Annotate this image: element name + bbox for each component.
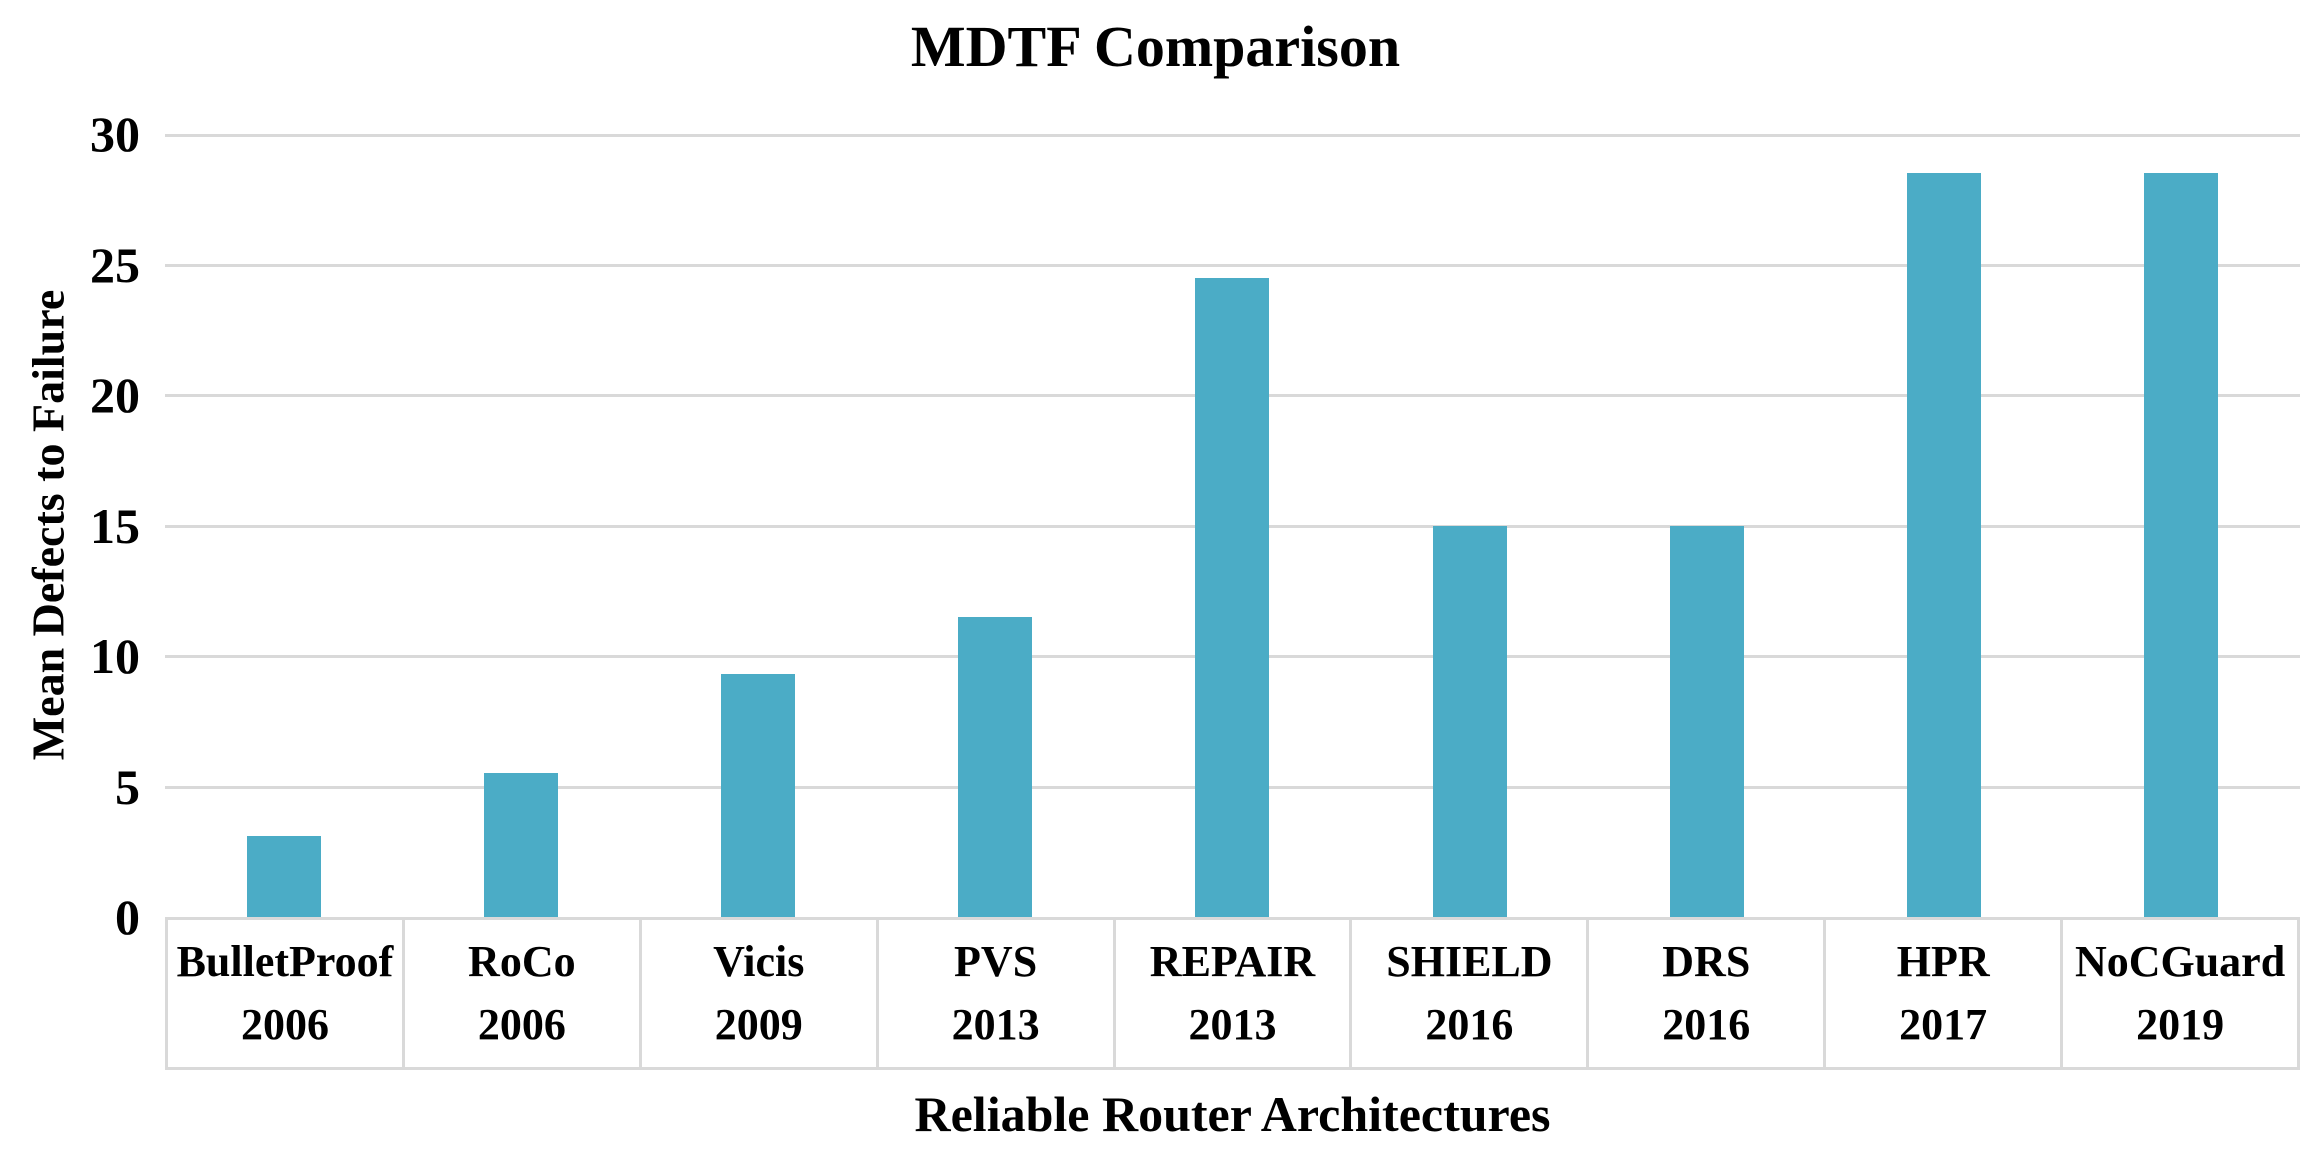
category-year: 2013 (951, 999, 1040, 1049)
category-axis: BulletProof 2006 RoCo 2006 Vicis 2009 PVS 2013 R… (165, 917, 2300, 1070)
category-name: PVS (954, 937, 1038, 987)
category-name: HPR (1896, 937, 1990, 987)
category-year: 2017 (1899, 999, 1988, 1049)
category-name: BulletProof (176, 937, 394, 987)
category-cell-DRS: DRS 2016 (1589, 920, 1827, 1067)
category-name: REPAIR (1149, 937, 1316, 987)
bar-REPAIR (1195, 277, 1270, 917)
bar-RoCo (483, 773, 558, 917)
bar-slot-REPAIR (1114, 134, 1351, 917)
category-cell-Vicis: Vicis 2009 (642, 920, 879, 1067)
bar-slot-HPR (1826, 134, 2063, 917)
y-tick-label-25: 25 (90, 236, 140, 293)
category-name: SHIELD (1386, 937, 1553, 987)
bar-SHIELD (1432, 525, 1507, 917)
category-cell-HPR: HPR 2017 (1826, 920, 2064, 1067)
y-tick-label-0: 0 (115, 889, 140, 945)
category-cell-SHIELD: SHIELD 2016 (1352, 920, 1590, 1067)
y-tick-label-5: 5 (115, 758, 140, 815)
category-cell-PVS: PVS 2013 (879, 920, 1116, 1067)
bar-BulletProof (246, 836, 321, 917)
bar-slot-BulletProof (165, 134, 402, 917)
bar-HPR (1907, 173, 1982, 917)
bar-Vicis (721, 674, 796, 917)
category-name: RoCo (468, 937, 576, 987)
y-tick-label-30: 30 (90, 106, 140, 162)
category-year: 2016 (1662, 999, 1751, 1049)
bar-slot-NoCGuard (2063, 134, 2300, 917)
y-tick-label-15: 15 (90, 497, 140, 554)
bar-slot-Vicis (639, 134, 876, 917)
bar-slot-RoCo (402, 134, 639, 917)
category-cell-RoCo: RoCo 2006 (405, 920, 642, 1067)
x-axis-title: Reliable Router Architectures (914, 1086, 1551, 1142)
y-tick-label-10: 10 (90, 628, 140, 684)
category-year: 2009 (714, 999, 803, 1049)
bar-slot-SHIELD (1351, 134, 1588, 917)
category-name: Vicis (713, 937, 805, 987)
category-year: 2006 (240, 999, 329, 1049)
bars (165, 134, 2300, 917)
category-cell-NoCGuard: NoCGuard 2019 (2063, 920, 2297, 1067)
gridline-25 (165, 263, 2300, 267)
category-cell-REPAIR: REPAIR 2013 (1116, 920, 1353, 1067)
category-cell-BulletProof: BulletProof 2006 (168, 920, 405, 1067)
category-year: 2013 (1188, 999, 1277, 1049)
gridline-30 (165, 134, 2300, 137)
category-name: NoCGuard (2074, 937, 2286, 987)
category-name: DRS (1662, 937, 1751, 987)
plot-area (165, 134, 2300, 917)
category-year: 2016 (1425, 999, 1514, 1049)
bar-slot-PVS (877, 134, 1114, 917)
bar-PVS (958, 616, 1033, 917)
bar-NoCGuard (2144, 173, 2219, 917)
bar-DRS (1669, 525, 1744, 917)
category-year: 2019 (2136, 999, 2225, 1049)
chart-title: MDTF Comparison (910, 14, 1401, 79)
y-tick-label-20: 20 (90, 367, 140, 423)
bar-slot-DRS (1588, 134, 1825, 917)
category-year: 2006 (477, 999, 566, 1049)
